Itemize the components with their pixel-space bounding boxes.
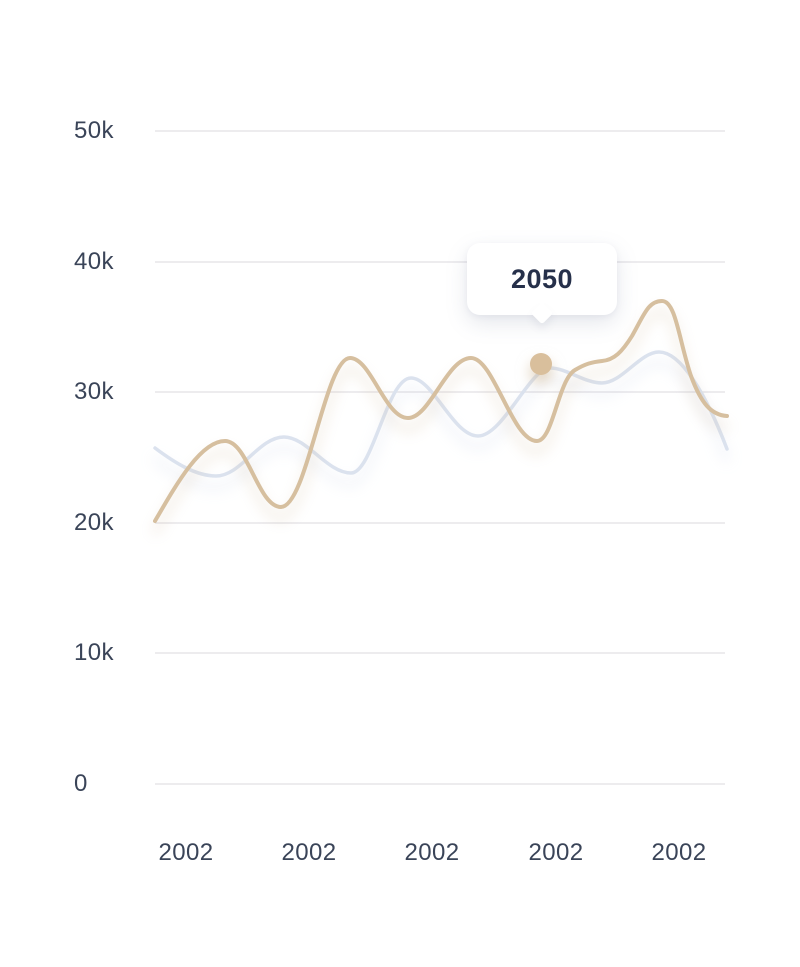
y-tick-label: 40k	[74, 248, 114, 275]
y-tick-label: 30k	[74, 378, 114, 405]
y-tick-label: 10k	[74, 639, 114, 666]
y-tick-label: 20k	[74, 509, 114, 536]
tooltip-value: 2050	[510, 263, 574, 294]
series-line-secondary[interactable]	[153, 350, 729, 478]
x-tick-label: 2002	[651, 839, 707, 866]
x-tick-label: 2002	[528, 839, 584, 866]
x-tick-label: 2002	[281, 839, 337, 866]
highlight-point[interactable]	[530, 353, 552, 375]
y-tick-label: 0	[74, 770, 88, 797]
gridlines	[155, 130, 725, 785]
x-tick-label: 2002	[404, 839, 460, 866]
series-line-primary[interactable]	[153, 299, 729, 523]
chart-tooltip: 2050	[467, 243, 617, 315]
x-tick-label: 2002	[158, 839, 214, 866]
y-tick-label: 50k	[74, 117, 114, 144]
